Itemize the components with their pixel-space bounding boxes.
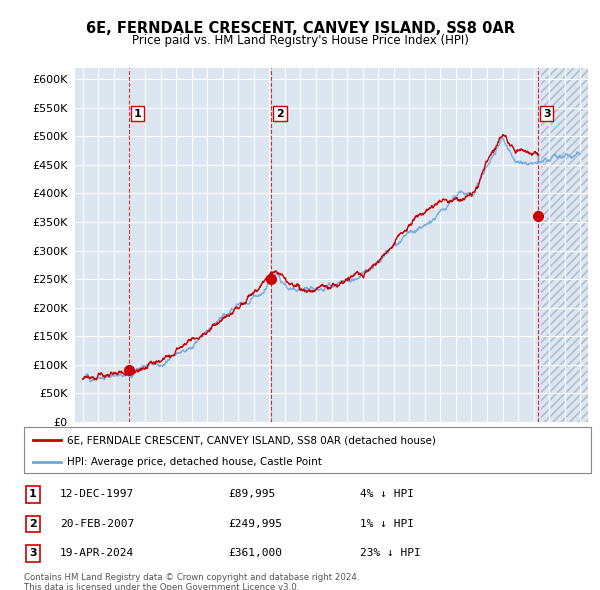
Bar bbox=[541, 68, 588, 422]
Text: 1: 1 bbox=[29, 490, 37, 499]
Text: 20-FEB-2007: 20-FEB-2007 bbox=[60, 519, 134, 529]
Text: 12-DEC-1997: 12-DEC-1997 bbox=[60, 490, 134, 499]
Text: 4% ↓ HPI: 4% ↓ HPI bbox=[360, 490, 414, 499]
Text: HPI: Average price, detached house, Castle Point: HPI: Average price, detached house, Cast… bbox=[67, 457, 322, 467]
Text: 2: 2 bbox=[29, 519, 37, 529]
Text: £249,995: £249,995 bbox=[228, 519, 282, 529]
Text: £89,995: £89,995 bbox=[228, 490, 275, 499]
Text: 3: 3 bbox=[29, 549, 37, 558]
Text: £361,000: £361,000 bbox=[228, 549, 282, 558]
Text: 6E, FERNDALE CRESCENT, CANVEY ISLAND, SS8 0AR (detached house): 6E, FERNDALE CRESCENT, CANVEY ISLAND, SS… bbox=[67, 435, 436, 445]
Text: Contains HM Land Registry data © Crown copyright and database right 2024.: Contains HM Land Registry data © Crown c… bbox=[24, 573, 359, 582]
Text: Price paid vs. HM Land Registry's House Price Index (HPI): Price paid vs. HM Land Registry's House … bbox=[131, 34, 469, 47]
Text: This data is licensed under the Open Government Licence v3.0.: This data is licensed under the Open Gov… bbox=[24, 583, 299, 590]
Text: 19-APR-2024: 19-APR-2024 bbox=[60, 549, 134, 558]
Text: 6E, FERNDALE CRESCENT, CANVEY ISLAND, SS8 0AR: 6E, FERNDALE CRESCENT, CANVEY ISLAND, SS… bbox=[86, 21, 515, 35]
Text: 2: 2 bbox=[276, 109, 284, 119]
Text: 1% ↓ HPI: 1% ↓ HPI bbox=[360, 519, 414, 529]
Text: 1: 1 bbox=[133, 109, 141, 119]
Text: 23% ↓ HPI: 23% ↓ HPI bbox=[360, 549, 421, 558]
Bar bbox=[541, 68, 588, 422]
Bar bbox=[541, 68, 588, 422]
Text: 3: 3 bbox=[543, 109, 551, 119]
